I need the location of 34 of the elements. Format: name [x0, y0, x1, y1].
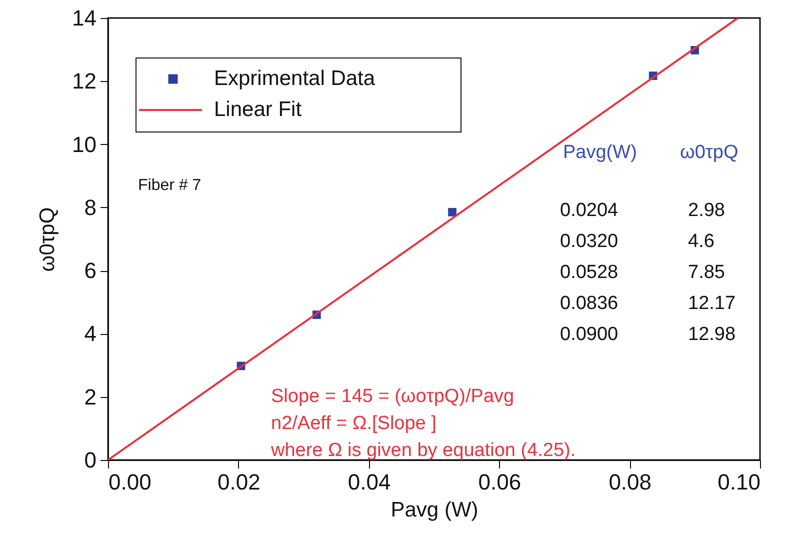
annotation: 7.85: [688, 262, 725, 283]
annotation: Fiber # 7: [138, 177, 202, 194]
x-axis-title: Pavg (W): [390, 498, 478, 522]
x-tick-label: 0.10: [718, 470, 760, 494]
annotation: Slope = 145 = (ωoτpQ)/Pavg: [271, 386, 514, 407]
annotation: 0.0836: [560, 293, 618, 314]
y-tick-label: 8: [84, 194, 96, 220]
annotation: Pavg(W): [563, 142, 637, 163]
annotation: where Ω is given by equation (4.25).: [270, 440, 576, 461]
annotation: 0.0528: [560, 262, 618, 283]
y-tick-label: 12: [72, 68, 96, 94]
x-tick-label: 0.00: [108, 470, 152, 494]
x-tick-label: 0.02: [217, 470, 260, 494]
legend-label: Exprimental Data: [214, 67, 376, 90]
legend-label: Linear Fit: [214, 98, 302, 121]
annotation: 0.0320: [560, 231, 618, 252]
y-tick-label: 10: [72, 132, 96, 157]
x-tick-label: 0.08: [608, 470, 652, 494]
annotation: 12.98: [688, 324, 736, 345]
annotation: ω0τpQ: [680, 142, 738, 163]
y-axis-title: ω0τpQ: [36, 207, 60, 272]
y-tick-label: 2: [84, 384, 96, 410]
y-tick-label: 0: [84, 448, 96, 472]
y-tick-label: 14: [72, 6, 96, 30]
annotation: 12.17: [688, 293, 736, 314]
x-tick-label: 0.06: [478, 470, 522, 494]
annotation: 2.98: [688, 200, 725, 221]
annotation: 0.0204: [560, 200, 619, 221]
y-tick-label: 4: [84, 321, 96, 346]
y-tick-label: 6: [84, 258, 96, 284]
annotation: n2/Aeff = Ω.[Slope ]: [271, 413, 436, 434]
x-tick-label: 0.04: [348, 470, 391, 494]
annotation: 4.6: [688, 231, 714, 252]
annotation: 0.0900: [560, 324, 618, 345]
